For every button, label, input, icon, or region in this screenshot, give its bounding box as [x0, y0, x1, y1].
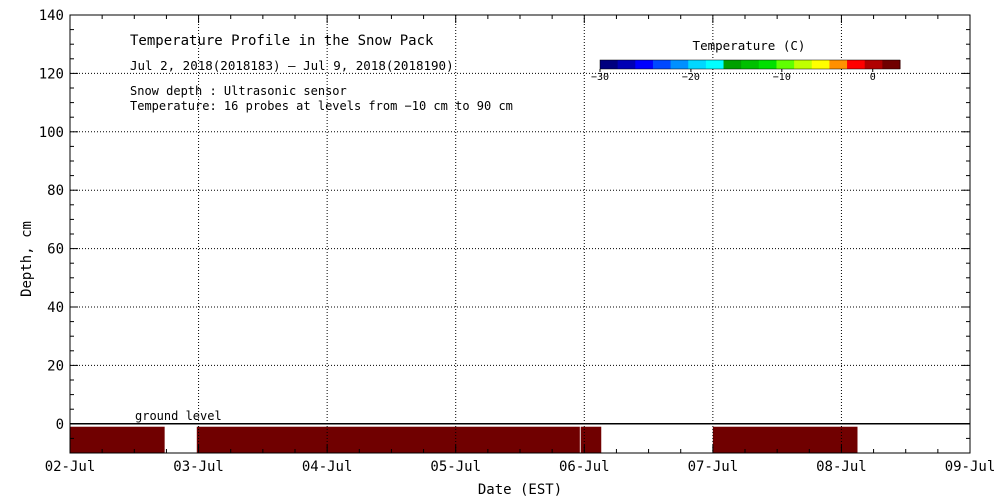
temperature-segment — [712, 426, 858, 453]
x-tick-label: 05-Jul — [430, 459, 481, 475]
temperature-segment — [580, 426, 602, 453]
y-tick-label: 40 — [47, 300, 64, 316]
chart-subtitle: Jul 2, 2018(2018183) — Jul 9, 2018(20181… — [130, 58, 454, 73]
chart-title: Temperature Profile in the Snow Pack — [130, 33, 434, 49]
x-tick-label: 08-Jul — [816, 459, 867, 475]
colorbar-swatch — [600, 60, 619, 69]
colorbar-swatch — [652, 60, 672, 69]
note-snow-depth: Snow depth : Ultrasonic sensor — [130, 84, 347, 98]
x-tick-label: 03-Jul — [173, 459, 224, 475]
temperature-segment — [70, 426, 165, 453]
colorbar-swatch — [829, 60, 848, 69]
colorbar-tick-label: −20 — [682, 72, 700, 83]
plot-border — [69, 14, 971, 454]
x-axis-label: Date (EST) — [478, 482, 562, 498]
y-tick-label: 20 — [47, 358, 64, 374]
colorbar-swatch — [776, 60, 795, 69]
colorbar-title: Temperature (C) — [693, 38, 806, 53]
colorbar-swatch — [705, 60, 725, 69]
colorbar-swatch — [723, 60, 742, 69]
y-tick-label: 80 — [47, 183, 64, 199]
x-tick-label: 07-Jul — [688, 459, 739, 475]
colorbar-swatch — [635, 60, 654, 69]
note-temperature: Temperature: 16 probes at levels from −1… — [130, 99, 513, 113]
ground-level-label: ground level — [135, 409, 222, 423]
x-tick-label: 06-Jul — [559, 459, 610, 475]
x-tick-label: 02-Jul — [45, 459, 96, 475]
y-tick-label: 0 — [56, 417, 64, 433]
y-tick-label: 100 — [39, 125, 64, 141]
colorbar-swatch — [670, 60, 689, 69]
colorbar-tick-label: −10 — [773, 72, 791, 83]
colorbar-border — [599, 59, 901, 70]
grid — [70, 15, 970, 453]
axes: 0 20 40 60 80 100 120 140 02-Jul 03-Jul 04-Jul 05-J… — [39, 8, 996, 475]
colorbar-swatch — [794, 60, 813, 69]
plot-frame — [69, 14, 971, 454]
colorbar: −30 −20 −10 0 — [591, 59, 901, 83]
colorbar-swatch — [864, 60, 883, 69]
colorbar-swatch — [758, 60, 777, 69]
colorbar-tick-label: −30 — [591, 72, 609, 83]
colorbar-swatch — [811, 60, 830, 69]
y-tick-label: 120 — [39, 66, 64, 82]
colorbar-swatch — [688, 60, 707, 69]
colorbar-swatch — [617, 60, 636, 69]
y-tick-label: 60 — [47, 242, 64, 258]
colorbar-tick-label: 0 — [870, 72, 876, 83]
x-tick-label: 04-Jul — [302, 459, 353, 475]
colorbar-swatch — [741, 60, 760, 69]
temperature-segment — [196, 426, 580, 453]
temperature-segments — [70, 426, 858, 453]
x-tick-label: 09-Jul — [945, 459, 996, 475]
colorbar-swatch — [847, 60, 866, 69]
y-tick-label: 140 — [39, 8, 64, 24]
colorbar-swatch — [882, 60, 901, 69]
y-axis-label: Depth, cm — [19, 221, 35, 297]
